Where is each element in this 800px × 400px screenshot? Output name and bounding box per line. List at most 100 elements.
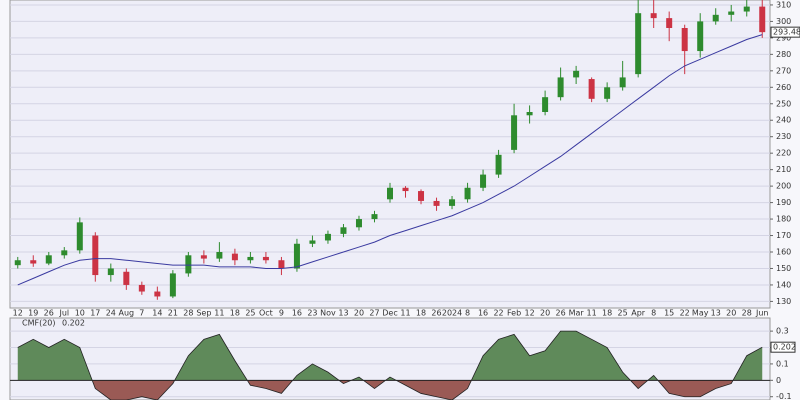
x-tick-label: 20 [354,309,364,318]
candle-body [573,70,580,78]
y-tick-label: 210 [776,165,791,174]
x-tick-label: 15 [664,309,674,318]
candle-body [324,233,331,241]
x-tick-label: 12 [13,309,23,318]
x-tick-label: 2024 [442,309,462,318]
candle-body [712,14,719,22]
x-tick-label: 28 [183,309,193,318]
y-tick-label: 230 [776,132,791,141]
x-tick-label: 11 [400,309,410,318]
x-tick-label: 25 [618,309,628,318]
candle-body [293,243,300,269]
candle-body [666,18,673,28]
candle-body [247,256,254,261]
x-tick-label: 27 [369,309,379,318]
x-tick-label: 28 [742,309,752,318]
candle-body [371,214,378,220]
candle-body [185,255,192,274]
candle-body [681,28,688,52]
candle-body [526,112,533,116]
x-tick-label: 25 [245,309,255,318]
last-cmf-box [770,341,796,353]
x-tick-label: 16 [292,309,302,318]
candle-body [619,77,626,88]
candle-body [480,174,487,188]
candle-body [402,187,409,192]
area-negative [92,380,734,400]
x-tick-label: Jun [755,309,769,318]
x-tick-label: Sep [196,309,211,318]
candle-body [262,256,269,261]
x-tick-label: Oct [259,309,273,318]
candle-body [495,154,502,175]
candle-body [61,250,68,256]
y-tick-label: 180 [776,215,791,224]
x-tick-label: 19 [28,309,38,318]
candle-body [107,268,114,276]
y-tick-label: 0 [776,376,781,385]
candle-body [123,271,130,285]
candle-body [464,187,471,200]
x-tick-label: May [692,309,709,318]
candle-body [635,13,642,75]
x-tick-label: 23 [307,309,317,318]
y-tick-label: 140 [776,280,791,289]
candle-body [138,284,145,292]
candle-body [449,199,456,206]
y-tick-label: 200 [776,182,791,191]
candle-body [418,191,425,201]
candle-body [216,252,223,259]
x-tick-label: 21 [168,309,178,318]
candle-body [30,260,37,264]
candle-body [169,273,176,297]
y-tick-label: 170 [776,231,791,240]
last-price-label: 293.48 [773,28,800,37]
y-tick-label: 240 [776,116,791,125]
candle-body [309,240,316,244]
cmf-line [17,330,763,400]
candle-body [433,200,440,206]
cmf-title: CMF(20) [22,319,56,328]
y-tick-label: 250 [776,99,791,108]
x-tick-label: Dec [382,309,397,318]
y-tick-label: 290 [776,33,791,42]
y-tick-label: 310 [776,0,791,9]
x-tick-label: 18 [230,309,240,318]
y-tick-label: 190 [776,198,791,207]
x-tick-label: Nov [320,309,336,318]
x-tick-label: Apr [631,309,646,318]
candle-body [511,115,518,150]
candle-body [588,79,595,99]
last-cmf-label: 0.202 [773,343,796,352]
x-tick-label: 12 [524,309,534,318]
x-tick-label: 26 [431,309,441,318]
x-tick-label: Feb [507,309,521,318]
x-tick-label: 11 [587,309,597,318]
candle-body [557,77,564,98]
x-tick-label: 13 [711,309,721,318]
y-tick-label: 260 [776,83,791,92]
x-tick-label: 16 [478,309,488,318]
x-tick-label: 8 [465,309,470,318]
x-tick-label: 14 [152,309,162,318]
candle-body [231,253,238,261]
area-positive [17,331,763,381]
y-tick-label: 270 [776,66,791,75]
moving-average [17,34,763,286]
y-tick-label: -0.1 [776,392,792,400]
candle-body [759,6,766,33]
candle-body [340,227,347,234]
candle-body [604,87,611,99]
candle-body [92,235,99,276]
candle-body [278,260,285,269]
x-tick-label: 9 [279,309,284,318]
y-tick-label: 300 [776,17,791,26]
x-tick-label: 18 [602,309,612,318]
x-tick-label: Jul [58,309,69,318]
x-tick-label: 7 [139,309,144,318]
candle-body [154,291,161,297]
candle-body [542,97,549,112]
candle-body [14,260,21,266]
candle-body [76,222,83,251]
